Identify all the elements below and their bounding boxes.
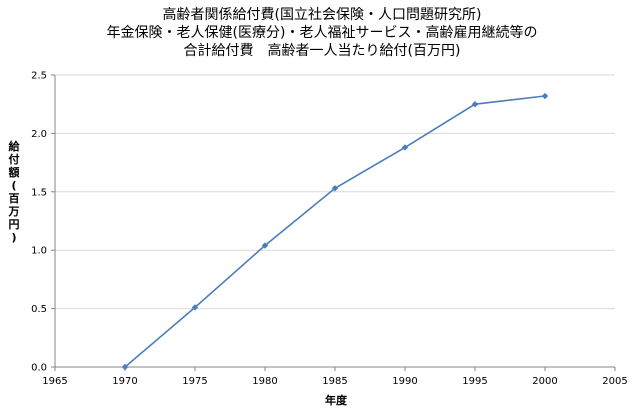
title-line-2: 年金保険・老人保健(医療分)・老人福祉サービス・高齢雇用継続等の (107, 24, 538, 41)
data-point (541, 92, 549, 100)
gridlines (55, 74, 615, 310)
x-tick-label: 1990 (392, 376, 417, 387)
x-tick-label: 1975 (182, 376, 207, 387)
series-line (124, 95, 546, 368)
data-point (121, 363, 129, 371)
x-tick-label: 1980 (252, 376, 277, 387)
title-line-1: 高齢者関係給付費(国立社会保険・人口問題研究所) (163, 6, 482, 23)
y-tick-label: 2.0 (31, 129, 47, 140)
x-axis-title: 年度 (325, 393, 348, 407)
x-tick-label: 1970 (112, 376, 137, 387)
x-tick-label: 2005 (602, 376, 627, 387)
axes (51, 74, 616, 371)
x-tick-label: 1965 (42, 376, 67, 387)
y-tick-label: 1.0 (31, 246, 47, 257)
y-tick-label: 0.5 (31, 304, 47, 315)
y-tick-label: 1.5 (31, 187, 47, 198)
x-tick-label: 2000 (532, 376, 557, 387)
x-tick-label: 1985 (322, 376, 347, 387)
data-series (121, 92, 549, 371)
data-point (331, 185, 339, 192)
chart-title: 高齢者関係給付費(国立社会保険・人口問題研究所) 年金保険・老人保健(医療分)・… (107, 6, 538, 59)
y-tick-label: 2.5 (31, 71, 47, 82)
data-point (471, 101, 479, 108)
tick-labels: 0.0 0.5 1.0 1.5 2.0 2.5 1965 1970 1975 1980 1985 19… (31, 71, 628, 388)
y-axis-title: 給付額(百万円) (8, 139, 21, 244)
data-point (191, 304, 199, 311)
y-tick-label: 0.0 (31, 363, 47, 374)
data-point (261, 242, 269, 249)
x-tick-label: 1995 (462, 376, 487, 387)
title-line-3: 合計給付費 高齢者一人当たり給付(百万円) (184, 42, 461, 59)
data-point (401, 144, 409, 151)
